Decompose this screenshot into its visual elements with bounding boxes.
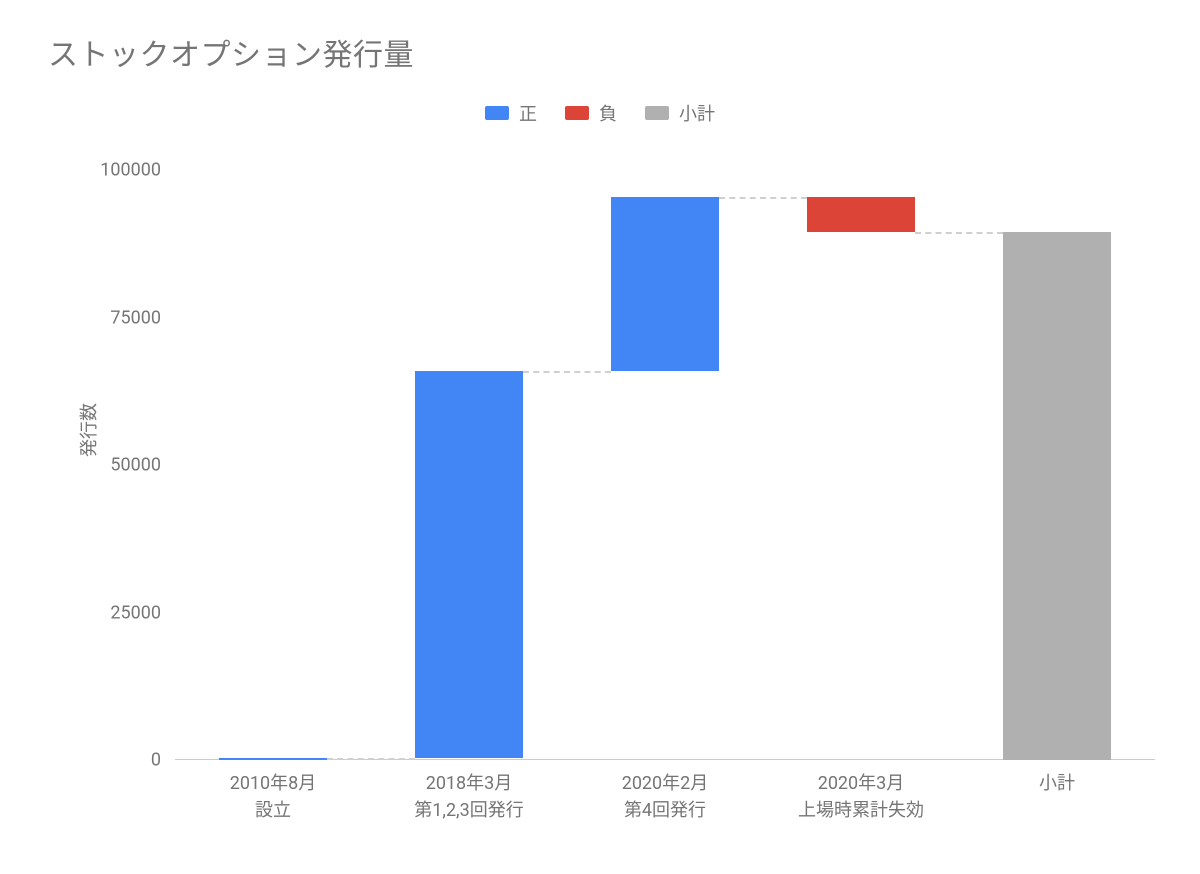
waterfall-chart: ストックオプション発行量 正 負 小計 発行数 0 25000 50000 75…: [0, 0, 1200, 874]
waterfall-connector: [719, 197, 807, 199]
waterfall-bar: [807, 197, 915, 232]
legend-label-subtotal: 小計: [679, 100, 715, 126]
y-tick: 75000: [110, 307, 175, 328]
legend-swatch-positive: [485, 106, 509, 120]
y-tick: 0: [151, 750, 175, 771]
y-tick: 50000: [110, 455, 175, 476]
waterfall-bar: [415, 371, 523, 759]
legend-swatch-subtotal: [645, 106, 669, 120]
legend-label-negative: 負: [599, 100, 617, 126]
y-tick: 25000: [110, 602, 175, 623]
legend-item-negative: 負: [565, 100, 617, 126]
x-tick-label: 2020年3月 上場時累計失効: [798, 770, 924, 824]
chart-title: ストックオプション発行量: [48, 30, 414, 74]
legend: 正 負 小計: [0, 100, 1200, 126]
x-tick-label: 2018年3月 第1,2,3回発行: [414, 770, 523, 824]
x-axis-labels: 2010年8月 設立 2018年3月 第1,2,3回発行 2020年2月 第4回…: [175, 770, 1155, 850]
waterfall-connector: [523, 371, 611, 373]
bars-area: [175, 170, 1155, 760]
x-tick-label: 小計: [1039, 770, 1075, 797]
waterfall-bar: [611, 197, 719, 371]
legend-label-positive: 正: [519, 100, 537, 126]
x-tick-label: 2020年2月 第4回発行: [622, 770, 709, 824]
x-tick-label: 2010年8月 設立: [230, 770, 317, 824]
waterfall-connector: [915, 232, 1003, 234]
y-tick: 100000: [100, 160, 175, 181]
waterfall-bar: [1003, 232, 1111, 760]
legend-item-positive: 正: [485, 100, 537, 126]
plot-area: 0 25000 50000 75000 100000: [175, 170, 1155, 760]
y-axis-label: 発行数: [75, 403, 101, 457]
legend-swatch-negative: [565, 106, 589, 120]
legend-item-subtotal: 小計: [645, 100, 715, 126]
waterfall-connector: [327, 758, 415, 760]
waterfall-bar: [219, 758, 327, 760]
